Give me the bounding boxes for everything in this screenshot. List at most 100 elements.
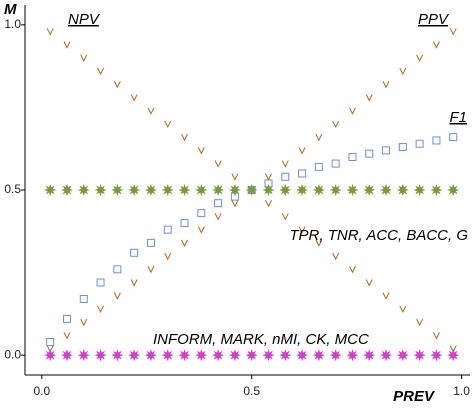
- point: [130, 94, 138, 102]
- y-tick-label: 0.0: [4, 347, 21, 361]
- point: [130, 248, 139, 257]
- point: [365, 94, 373, 102]
- point: [178, 183, 191, 197]
- point: [430, 348, 443, 362]
- point: [214, 199, 223, 208]
- point: [97, 67, 105, 76]
- point: [446, 348, 460, 362]
- point: [446, 183, 460, 197]
- point: [365, 149, 374, 158]
- point: [398, 143, 407, 152]
- point: [432, 41, 440, 49]
- point: [348, 152, 357, 161]
- point: [63, 41, 71, 49]
- point: [413, 348, 426, 362]
- point: [164, 120, 172, 129]
- x-axis-title: PREV: [393, 388, 436, 405]
- point: [60, 183, 74, 197]
- point: [449, 133, 458, 142]
- point: [144, 183, 158, 197]
- point: [399, 305, 407, 314]
- point: [315, 133, 323, 142]
- point: [295, 183, 309, 197]
- point: [161, 348, 175, 362]
- point: [62, 314, 71, 323]
- point: [79, 295, 88, 304]
- point: [298, 226, 306, 234]
- point: [180, 219, 189, 228]
- point: [298, 169, 307, 178]
- point: [281, 213, 289, 221]
- point: [127, 183, 141, 197]
- point: [214, 160, 222, 168]
- point: [46, 337, 55, 346]
- point: [396, 183, 410, 197]
- point: [382, 81, 390, 89]
- point: [43, 348, 57, 362]
- point: [362, 348, 376, 362]
- point: [416, 318, 424, 327]
- point: [228, 183, 242, 197]
- point: [164, 252, 172, 261]
- point: [211, 183, 225, 197]
- point: [295, 348, 309, 362]
- series-label: PPV: [418, 11, 450, 28]
- point: [314, 162, 323, 171]
- point: [315, 239, 323, 247]
- point: [80, 318, 88, 327]
- point: [245, 183, 259, 197]
- point: [432, 332, 440, 340]
- point: [332, 120, 340, 129]
- point: [113, 81, 121, 89]
- point: [262, 183, 275, 197]
- series-label: TPR, TNR, ACC, BACC, G: [289, 227, 468, 244]
- point: [80, 54, 88, 62]
- point: [214, 213, 222, 221]
- point: [197, 226, 205, 234]
- point: [332, 252, 340, 261]
- point: [329, 183, 343, 197]
- point: [362, 183, 376, 197]
- point: [77, 183, 91, 197]
- x-tick-label: 1.0: [453, 384, 470, 398]
- point: [113, 265, 122, 274]
- point: [111, 348, 124, 362]
- point: [231, 173, 239, 181]
- point: [77, 348, 91, 362]
- point: [349, 266, 356, 274]
- point: [346, 348, 359, 362]
- point: [63, 332, 71, 340]
- point: [432, 136, 441, 145]
- point: [127, 348, 141, 362]
- point: [312, 348, 326, 362]
- point: [147, 107, 155, 115]
- point: [163, 225, 172, 234]
- point: [181, 239, 188, 247]
- series-label: NPV: [68, 11, 101, 28]
- point: [144, 348, 158, 362]
- point: [181, 133, 188, 142]
- y-axis-title: M: [4, 1, 17, 18]
- point: [281, 172, 290, 181]
- point: [161, 183, 175, 197]
- x-tick-label: 0.0: [33, 384, 50, 398]
- point: [449, 28, 457, 36]
- point: [46, 28, 54, 36]
- point: [281, 160, 289, 168]
- point: [178, 348, 191, 362]
- point: [379, 348, 393, 362]
- point: [278, 348, 292, 362]
- point: [146, 238, 155, 247]
- point: [94, 348, 107, 362]
- point: [94, 183, 108, 197]
- y-tick-label: 1.0: [4, 17, 21, 31]
- point: [60, 348, 74, 362]
- point: [245, 348, 259, 362]
- point: [331, 159, 340, 168]
- point: [97, 305, 105, 314]
- point: [262, 348, 275, 362]
- point: [231, 199, 239, 208]
- point: [43, 183, 57, 197]
- point: [346, 183, 359, 197]
